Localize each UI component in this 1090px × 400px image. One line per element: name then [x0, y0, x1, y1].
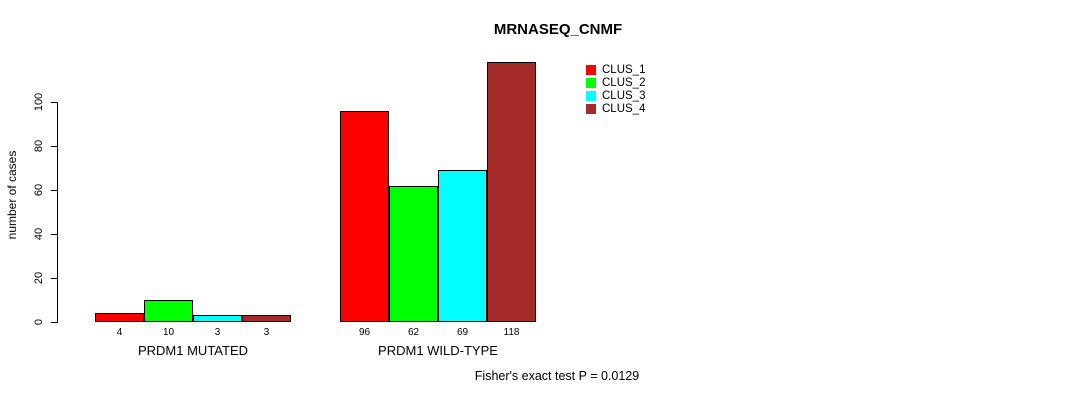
- y-axis-tick: [51, 321, 57, 323]
- y-axis-tick: [51, 145, 57, 147]
- legend-label-clus_1: CLUS_1: [602, 64, 646, 76]
- x-category-label-wildtype: PRDM1 WILD-TYPE: [378, 343, 498, 358]
- bar-value-label: 118: [503, 327, 520, 338]
- bar-clus_1: [340, 111, 389, 322]
- x-category-label-mutated: PRDM1 MUTATED: [137, 343, 249, 358]
- y-axis-tick-label: 60: [33, 183, 45, 197]
- legend-label-clus_4: CLUS_4: [602, 103, 646, 115]
- legend-label-clus_2: CLUS_2: [602, 77, 646, 89]
- y-axis-tick-label: 20: [33, 271, 45, 285]
- bar-value-label: 4: [116, 327, 123, 338]
- bar-value-label: 3: [214, 327, 221, 338]
- legend-swatch-clus_3: [586, 91, 596, 101]
- y-axis-tick-label: 100: [33, 92, 45, 112]
- bar-clus_4: [487, 62, 536, 322]
- legend-swatch-clus_2: [586, 78, 596, 88]
- bar-value-label: 62: [407, 327, 420, 338]
- legend-swatch-clus_1: [586, 65, 596, 75]
- y-axis-tick-label: 0: [33, 318, 45, 326]
- bar-clus_2: [144, 300, 193, 322]
- chart-title: MRNASEQ_CNMF: [493, 21, 623, 38]
- bar-value-label: 69: [456, 327, 469, 338]
- y-axis-tick-label: 40: [33, 227, 45, 241]
- y-axis-tick: [51, 101, 57, 103]
- annotation-fisher-test: Fisher's exact test P = 0.0129: [474, 369, 640, 383]
- bar-value-label: 96: [358, 327, 371, 338]
- bar-value-label: 3: [263, 327, 270, 338]
- bar-clus_1: [95, 313, 144, 322]
- legend-swatch-clus_4: [586, 104, 596, 114]
- y-axis-tick: [51, 189, 57, 191]
- bar-value-label: 10: [162, 327, 175, 338]
- y-axis-tick: [51, 277, 57, 279]
- bar-clus_2: [389, 186, 438, 322]
- y-axis-tick: [51, 233, 57, 235]
- bar-clus_4: [242, 315, 291, 322]
- bar-clus_3: [438, 170, 487, 322]
- y-axis-title: number of cases: [5, 150, 19, 240]
- y-axis-tick-label: 80: [33, 139, 45, 153]
- legend-label-clus_3: CLUS_3: [602, 90, 646, 102]
- bar-clus_3: [193, 315, 242, 322]
- y-axis-line: [57, 102, 58, 323]
